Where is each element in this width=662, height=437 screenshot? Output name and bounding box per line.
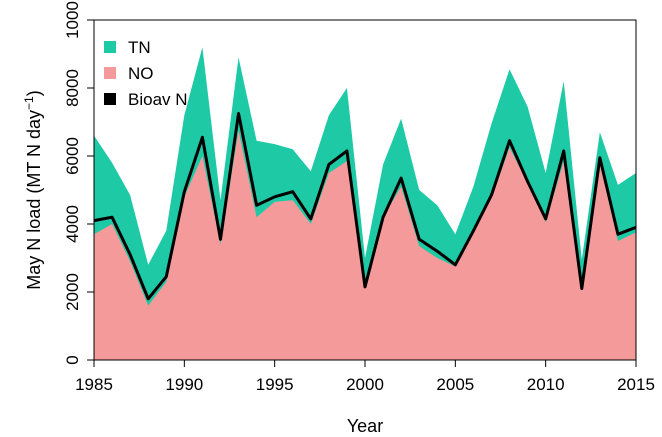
- y-axis-label: May N load (MT N day−1): [22, 90, 44, 289]
- series-area-no: [94, 130, 636, 360]
- y-tick-label: 8000: [63, 69, 82, 107]
- y-tick-label: 6000: [63, 137, 82, 175]
- x-tick-label: 1990: [165, 375, 203, 394]
- y-axis-label-close: ): [24, 90, 44, 96]
- legend: TN NO Bioav N: [104, 38, 188, 109]
- legend-label-tn: TN: [128, 38, 151, 57]
- x-tick-label: 1985: [75, 375, 113, 394]
- legend-swatch-tn: [104, 41, 116, 53]
- legend-swatch-bioav-n: [104, 93, 116, 105]
- y-axis-label-superscript: −1: [22, 96, 36, 110]
- areas-layer: [93, 47, 637, 360]
- axes-layer: 1985 1990 1995 2000 2005 2010 2015 0 2000 4000 600…: [63, 1, 655, 394]
- y-tick-label: 1000: [63, 1, 82, 39]
- series-line-bioav-n: [93, 112, 637, 301]
- x-tick-label: 1995: [256, 375, 294, 394]
- x-tick-label: 2000: [346, 375, 384, 394]
- legend-label-no: NO: [128, 64, 154, 83]
- x-tick-label: 2005: [436, 375, 474, 394]
- x-axis-label: Year: [347, 416, 383, 436]
- legend-swatch-no: [104, 67, 116, 79]
- x-tick-label: 2015: [617, 375, 655, 394]
- y-tick-label: 2000: [63, 273, 82, 311]
- legend-label-bioav-n: Bioav N: [128, 90, 188, 109]
- y-tick-label: 4000: [63, 205, 82, 243]
- y-tick-label: 0: [63, 355, 82, 364]
- x-tick-label: 2010: [527, 375, 565, 394]
- y-axis-label-main: May N load (MT N day: [24, 110, 44, 290]
